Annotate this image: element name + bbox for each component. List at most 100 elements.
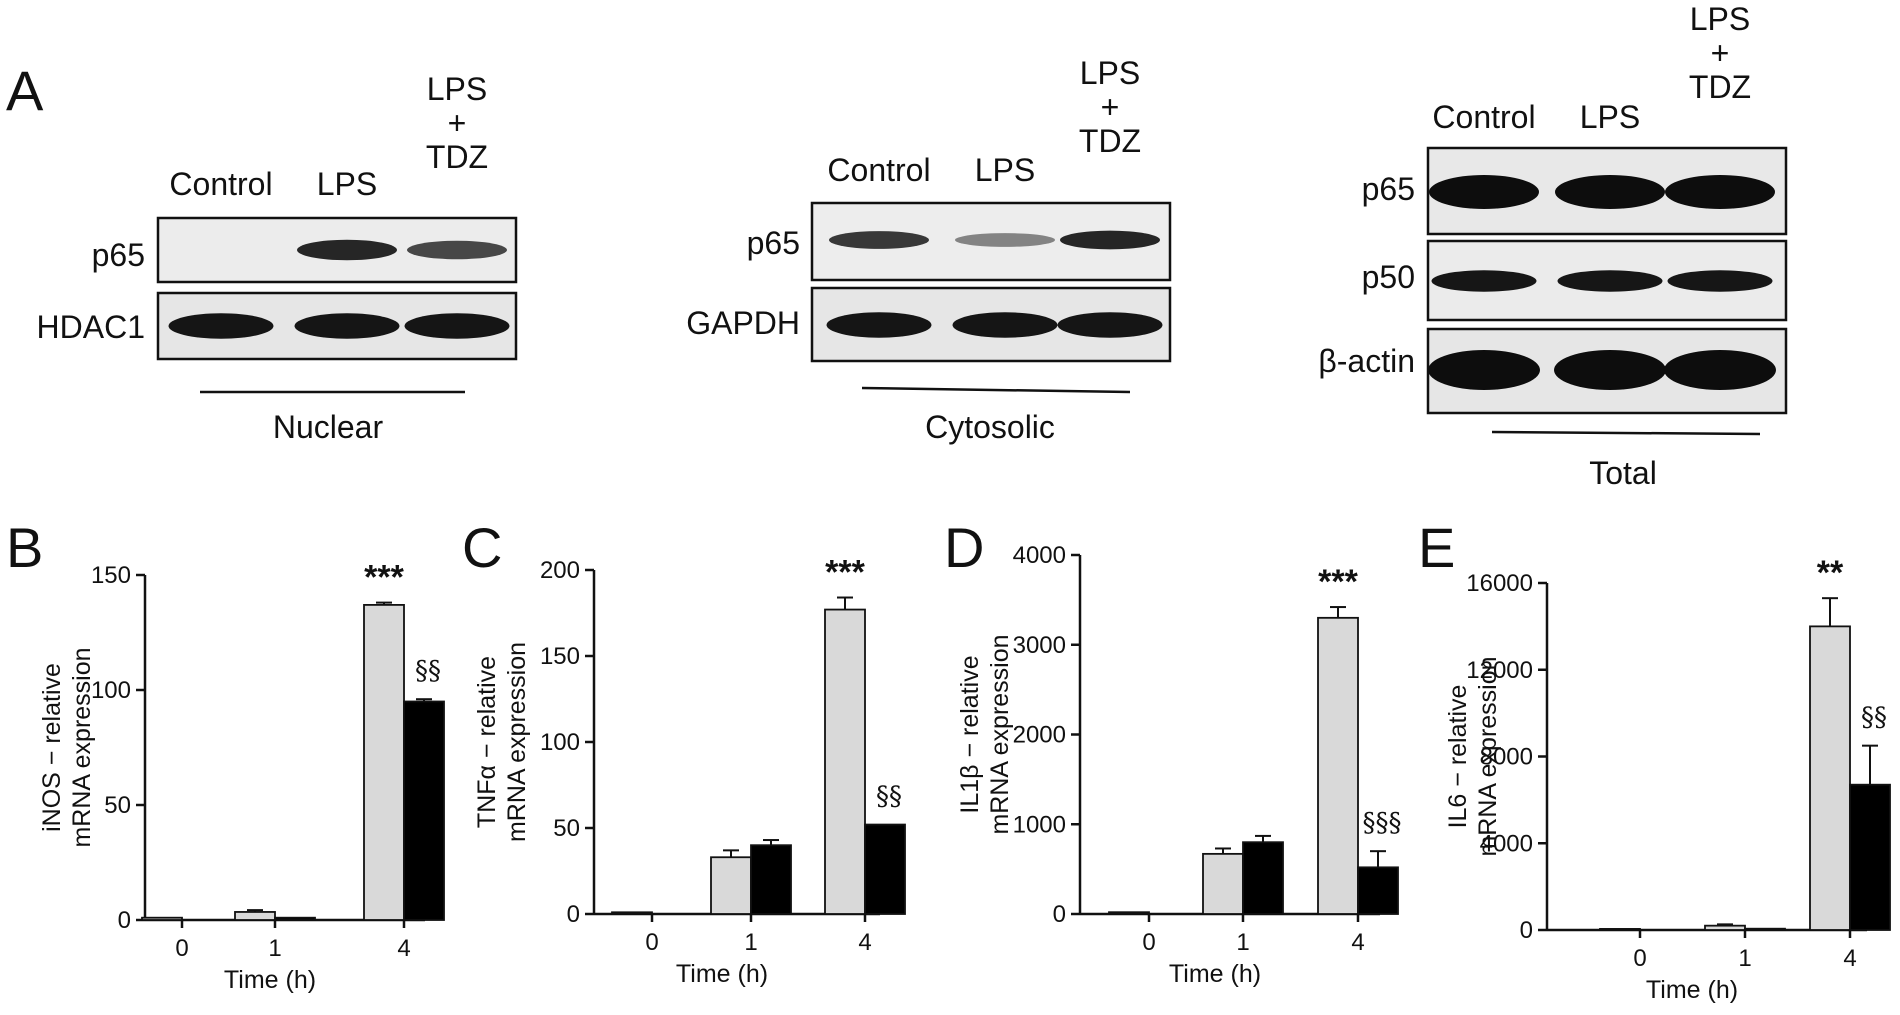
chart-il6: 0 4000 8000 12000 16000 0 1 4 Time (h) IL6 − rela…: [1444, 554, 1891, 1004]
panel-letter-b: B: [6, 516, 43, 579]
x-tick-label: 1: [1236, 929, 1249, 956]
x-tick-label: 4: [1351, 929, 1364, 956]
chart-tnfa: 0 50 100 150 200 0 1 4 Time (h) TNFα − relativemR…: [473, 554, 906, 988]
y-tick-label: 50: [553, 815, 580, 842]
lane-label-lps-tdz: LPS + TDZ: [426, 71, 488, 175]
y-tick-label: 0: [118, 907, 131, 934]
significance-marker: §§§: [1363, 808, 1402, 838]
bar-series-1-cat-4: [1809, 625, 1851, 931]
lane-label-lps: LPS: [1580, 99, 1640, 135]
x-tick-label: 1: [1738, 945, 1751, 972]
y-tick-label: 2000: [1013, 722, 1066, 749]
bar-series-1-cat-1: [710, 856, 752, 915]
panel-letter-e: E: [1418, 516, 1455, 579]
significance-marker: ***: [825, 554, 865, 592]
y-tick-label: 12000: [1466, 657, 1533, 684]
lane-label-control: Control: [827, 152, 930, 188]
x-tick-label: 1: [268, 935, 281, 962]
panel-letter-d: D: [944, 516, 984, 579]
significance-marker: §§: [1861, 703, 1887, 733]
bar-series-1-cat-1: [1202, 852, 1244, 915]
x-axis-label: Time (h): [676, 960, 768, 988]
bar-series-1-cat-0: [611, 911, 653, 915]
y-tick-label: 0: [1520, 917, 1533, 944]
chart-inos: 0 50 100 150 0 1 4 Time (h) iNOS − relativemRNA …: [38, 559, 445, 994]
lane-label-line: +: [448, 105, 467, 141]
band-hdac1-lane-2: [294, 313, 400, 339]
band--actin-lane-2: [1554, 350, 1666, 390]
lane-label-control: Control: [1432, 99, 1535, 135]
x-axis-label: Time (h): [1169, 960, 1261, 988]
x-tick-label: 0: [645, 929, 658, 956]
band-p50-lane-3: [1667, 270, 1773, 292]
fraction-label-total: Total: [1589, 455, 1657, 491]
row-label-p50: p50: [1362, 259, 1415, 295]
band-p65-lane-3: [1060, 230, 1160, 250]
blot-cytosolic: Control LPS LPS + TDZ p65 GAPDH Cytosolic: [686, 55, 1172, 445]
blot-nuclear: Control LPS LPS + TDZ p65 HDAC1 Nuclear: [37, 71, 518, 445]
band-p50-lane-1: [1431, 270, 1537, 292]
y-axis-label: iNOS − relativemRNA expression: [38, 647, 96, 847]
y-tick-label: 100: [540, 729, 580, 756]
band-p65-lane-1: [829, 231, 929, 249]
lane-label-line: +: [1101, 89, 1120, 125]
x-tick-label: 4: [397, 935, 410, 962]
bar-series-1-cat-0: [1599, 928, 1641, 931]
row-label-p65: p65: [92, 237, 145, 273]
band--actin-lane-1: [1428, 350, 1540, 390]
bar-series-2-cat-1: [274, 916, 316, 921]
bar-series-2-cat-1: [1744, 927, 1786, 931]
lane-label-line: +: [1711, 35, 1730, 71]
lane-label-line: LPS: [427, 71, 487, 107]
y-tick-label: 16000: [1466, 570, 1533, 597]
band--actin-lane-3: [1664, 350, 1776, 390]
chart-il1b: 0 1000 2000 3000 4000 0 1 4 Time (h) IL1β − relat…: [956, 542, 1402, 988]
lane-label-lps: LPS: [975, 152, 1035, 188]
y-tick-label: 4000: [1013, 542, 1066, 569]
lane-label-line: TDZ: [1079, 123, 1141, 159]
x-tick-label: 0: [1633, 945, 1646, 972]
lane-label-lps-tdz: LPS + TDZ: [1079, 55, 1141, 159]
bar-series-1-cat-1: [1704, 924, 1746, 931]
fraction-line-total: [1491, 430, 1761, 436]
bar-series-2-cat-4: [864, 823, 906, 915]
fraction-label-cytosolic: Cytosolic: [925, 409, 1055, 445]
bar-series-2-cat-1: [750, 844, 792, 915]
band-gapdh-lane-1: [826, 312, 932, 338]
panel-letter-c: C: [462, 516, 502, 579]
band-p65-lane-1: [1429, 175, 1539, 209]
y-tick-label: 4000: [1480, 830, 1533, 857]
y-tick-label: 150: [91, 562, 131, 589]
y-tick-label: 100: [91, 677, 131, 704]
band-p65-lane-3: [1665, 175, 1775, 209]
bar-series-1-cat-4: [363, 604, 405, 921]
band-hdac1-lane-3: [404, 313, 510, 339]
bar-series-1-cat-0: [1108, 911, 1150, 915]
significance-marker: §§: [415, 656, 441, 686]
significance-marker: §§: [876, 782, 902, 812]
bar-series-1-cat-1: [234, 911, 276, 921]
fraction-label-nuclear: Nuclear: [273, 409, 384, 445]
lane-label-line: TDZ: [426, 139, 488, 175]
band-p65-lane-2: [297, 239, 397, 261]
band-p65-lane-2: [955, 233, 1055, 247]
band-p50-lane-2: [1557, 270, 1663, 292]
x-tick-label: 0: [175, 935, 188, 962]
band-p65-lane-3: [407, 240, 507, 260]
x-axis-label: Time (h): [224, 966, 316, 994]
band-p65-lane-2: [1555, 175, 1665, 209]
row-label-hdac1: HDAC1: [37, 309, 145, 345]
x-tick-label: 0: [1142, 929, 1155, 956]
y-tick-label: 3000: [1013, 632, 1066, 659]
y-tick-label: 50: [104, 792, 131, 819]
bar-series-1-cat-4: [1317, 616, 1359, 915]
lane-label-control: Control: [169, 166, 272, 202]
band-gapdh-lane-2: [952, 312, 1058, 338]
band-hdac1-lane-1: [168, 313, 274, 339]
bar-series-2-cat-4: [403, 700, 445, 921]
y-axis-label: IL1β − relativemRNA expression: [956, 634, 1014, 834]
significance-marker: ***: [1318, 563, 1358, 601]
y-tick-label: 0: [1053, 901, 1066, 928]
blot-total: Control LPS LPS + TDZ p65 p50 β-actin Tota…: [1318, 1, 1788, 491]
